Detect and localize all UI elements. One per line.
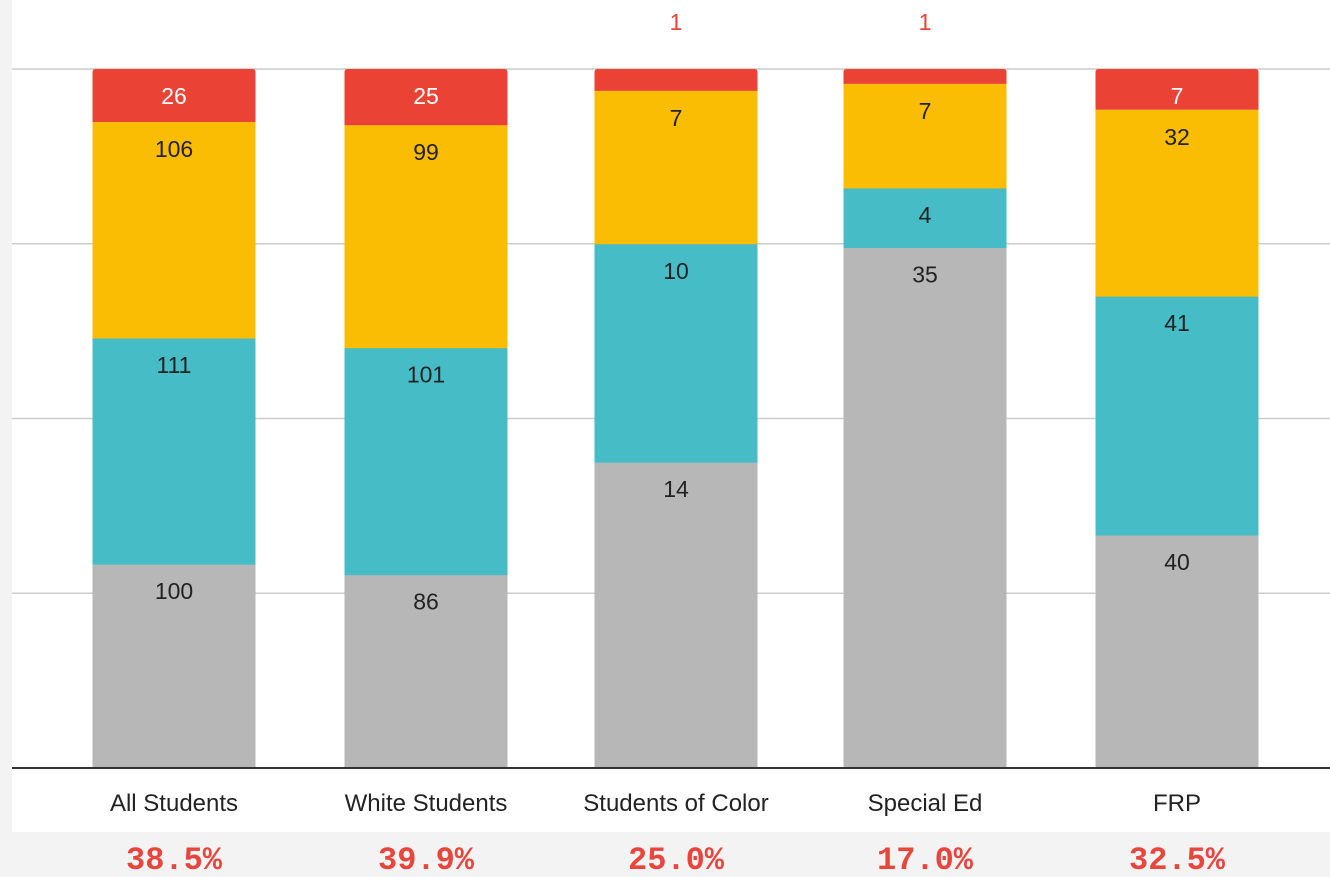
data-label: 100 (155, 578, 193, 604)
bar-segment (344, 69, 508, 126)
data-label: 32 (1164, 124, 1190, 150)
footer-percentage: 38.5% (126, 842, 223, 877)
data-label: 4 (919, 202, 932, 228)
data-label: 10 (663, 258, 689, 284)
bar-segment (843, 187, 1007, 248)
data-label: 86 (413, 589, 439, 615)
data-label: 41 (1164, 310, 1190, 336)
data-label: 1 (670, 9, 683, 35)
data-label: 7 (670, 105, 683, 131)
data-label: 40 (1164, 549, 1190, 575)
data-label: 35 (912, 261, 938, 287)
bar-segment (1095, 69, 1259, 110)
data-label: 106 (155, 136, 193, 162)
footer-percentage: 25.0% (628, 842, 725, 877)
category-label: Students of Color (583, 790, 768, 817)
footer-percentage: 17.0% (877, 842, 974, 877)
category-label: All Students (110, 790, 238, 817)
bar-segment (1095, 109, 1259, 297)
bar-segment (344, 125, 508, 349)
data-label: 99 (413, 139, 439, 165)
bar-segment (594, 243, 758, 463)
bar-segment (843, 69, 1007, 84)
category-label: FRP (1153, 790, 1201, 817)
footer-percentage: 32.5% (1129, 842, 1226, 877)
bar-segment (594, 69, 758, 91)
bar-segment (92, 69, 256, 122)
bar-segment (843, 83, 1007, 189)
footer-percentage: 39.9% (378, 842, 475, 877)
bar-segment (92, 564, 256, 769)
data-label: 25 (413, 83, 439, 109)
category-label: Special Ed (868, 790, 983, 817)
bar-segment (594, 462, 758, 769)
data-label: 26 (161, 83, 187, 109)
data-label: 111 (157, 352, 192, 378)
data-label: 7 (919, 98, 932, 124)
data-label: 7 (1171, 83, 1184, 109)
data-label: 1 (919, 9, 932, 35)
bars (92, 69, 1259, 769)
category-label: White Students (345, 790, 508, 817)
bar-segment (92, 121, 256, 339)
bar-segment (344, 347, 508, 576)
data-labels: 100 111 106 26 86 101 99 25 14 10 7 1 35 4 7 1 40 41 32 7 (155, 9, 1190, 615)
bar-segment (1095, 535, 1259, 769)
bar-segment (594, 90, 758, 245)
data-label: 14 (663, 476, 689, 502)
data-label: 101 (407, 362, 445, 388)
bar-segment (843, 247, 1007, 769)
category-labels: All Students White Students Students of Co… (110, 790, 1201, 817)
bar-segment (1095, 296, 1259, 536)
footer-percentages: 38.5% 39.9% 25.0% 17.0% 32.5% (126, 842, 1226, 877)
bar-segment (344, 574, 508, 769)
bar-segment (92, 338, 256, 565)
